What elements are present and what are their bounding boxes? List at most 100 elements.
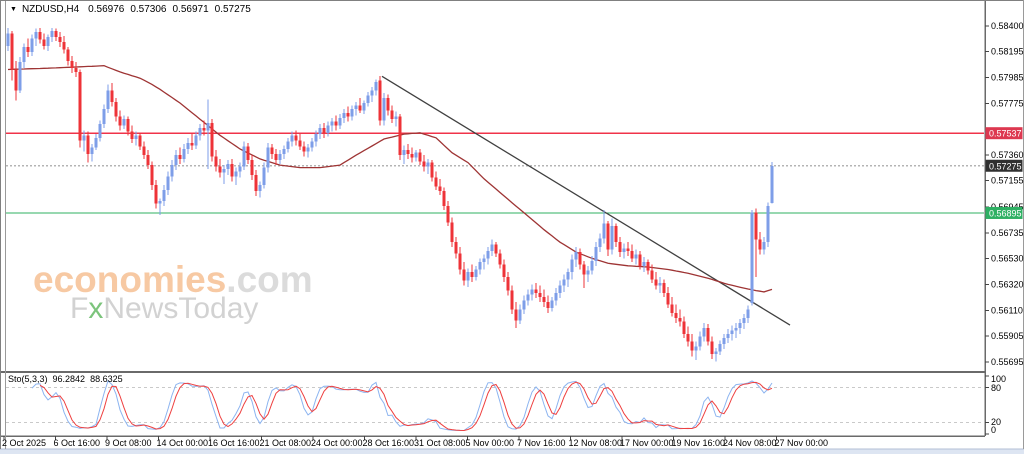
candle [390, 110, 394, 120]
candle [230, 163, 234, 177]
candle [678, 317, 682, 322]
candle [514, 309, 518, 321]
candle [546, 301, 550, 309]
candle [550, 300, 554, 309]
date-label: 9 Oct 08:00 [105, 438, 152, 448]
candle [554, 293, 558, 301]
ma-line[interactable] [7, 65, 773, 293]
support-price-badge [985, 206, 1023, 219]
candle [518, 309, 522, 321]
candle [306, 147, 310, 152]
candle [30, 38, 34, 53]
candle [382, 98, 386, 121]
candle [374, 81, 378, 91]
candle [10, 33, 14, 70]
price-axis-label: 0.58400 [991, 21, 1024, 31]
candle [46, 37, 50, 46]
open-value: 0.56976 [88, 4, 125, 15]
date-label: 17 Nov 00:00 [620, 438, 674, 448]
date-label: 21 Oct 08:00 [260, 438, 312, 448]
candle [594, 247, 598, 261]
candle [350, 109, 354, 117]
candle [722, 337, 726, 345]
candle [58, 37, 62, 43]
candle [718, 344, 722, 352]
stochastic-name: Sto(5,3,3) [8, 374, 48, 384]
stochastic-pane[interactable] [6, 379, 984, 432]
candle [622, 248, 626, 253]
candle [470, 271, 474, 277]
candle [122, 119, 126, 126]
candle [658, 283, 662, 286]
candle [38, 32, 42, 40]
candle [14, 69, 18, 91]
price-pane[interactable] [6, 27, 984, 362]
candle [686, 334, 690, 342]
candle [158, 201, 162, 204]
candle [666, 293, 670, 305]
candle [290, 135, 294, 142]
candle [450, 222, 454, 243]
candle [710, 341, 714, 354]
candle [198, 127, 202, 136]
candle [494, 244, 498, 254]
bottom-strip [0, 449, 1024, 454]
candle [162, 189, 166, 202]
candle [358, 105, 362, 111]
candle [502, 264, 506, 277]
price-axis-label: 0.56530 [991, 253, 1024, 263]
candle [54, 30, 58, 38]
candle [322, 127, 326, 133]
candle [422, 161, 426, 167]
descending-trendline[interactable] [381, 75, 791, 326]
candle [338, 117, 342, 126]
candle [106, 90, 110, 110]
candle [330, 121, 334, 126]
candle [578, 252, 582, 265]
candle [282, 148, 286, 154]
candle [682, 321, 686, 335]
date-label: 2 Oct 2025 [2, 438, 46, 448]
candle [82, 135, 86, 141]
candle [294, 135, 298, 141]
price-axis[interactable]: 0.58400 0.58195 0.57985 0.57775 0.57360 0.571… [985, 21, 1024, 435]
candle [534, 289, 538, 294]
candle [398, 116, 402, 156]
candle [574, 252, 578, 260]
price-axis-label: 0.57775 [991, 99, 1024, 109]
date-label: 27 Nov 00:00 [775, 438, 829, 448]
symbol-dropdown-icon[interactable]: ▼ [10, 6, 17, 13]
candle [418, 152, 422, 162]
date-label: 16 Oct 16:00 [208, 438, 260, 448]
candle [662, 283, 666, 294]
candle [270, 147, 274, 154]
time-axis[interactable]: 2 Oct 2025 6 Oct 16:00 9 Oct 08:00 14 Oct 0… [2, 436, 828, 448]
candle [138, 135, 142, 147]
candle [734, 327, 738, 331]
price-axis-label: 0.56110 [991, 305, 1023, 315]
candle [170, 165, 174, 177]
candle [714, 351, 718, 354]
date-label: 7 Nov 16:00 [517, 438, 566, 448]
candle [314, 134, 318, 142]
candle [50, 30, 54, 38]
low-value: 0.56971 [172, 4, 209, 15]
stoch-d-line [39, 381, 773, 432]
candle [226, 163, 230, 169]
candle [538, 293, 542, 297]
candle [102, 109, 106, 125]
candle [218, 166, 222, 173]
candle [614, 226, 618, 243]
date-label: 19 Nov 16:00 [672, 438, 726, 448]
candle [302, 146, 306, 152]
stoch-scale-label: 0 [991, 425, 996, 435]
price-axis-label: 0.56320 [991, 279, 1024, 289]
candle [98, 124, 102, 138]
candle [506, 276, 510, 291]
current-price-badge-text: 0.57275 [989, 161, 1022, 171]
candle [186, 142, 190, 149]
candle [74, 68, 78, 72]
candle [78, 71, 82, 141]
candle [178, 155, 182, 159]
